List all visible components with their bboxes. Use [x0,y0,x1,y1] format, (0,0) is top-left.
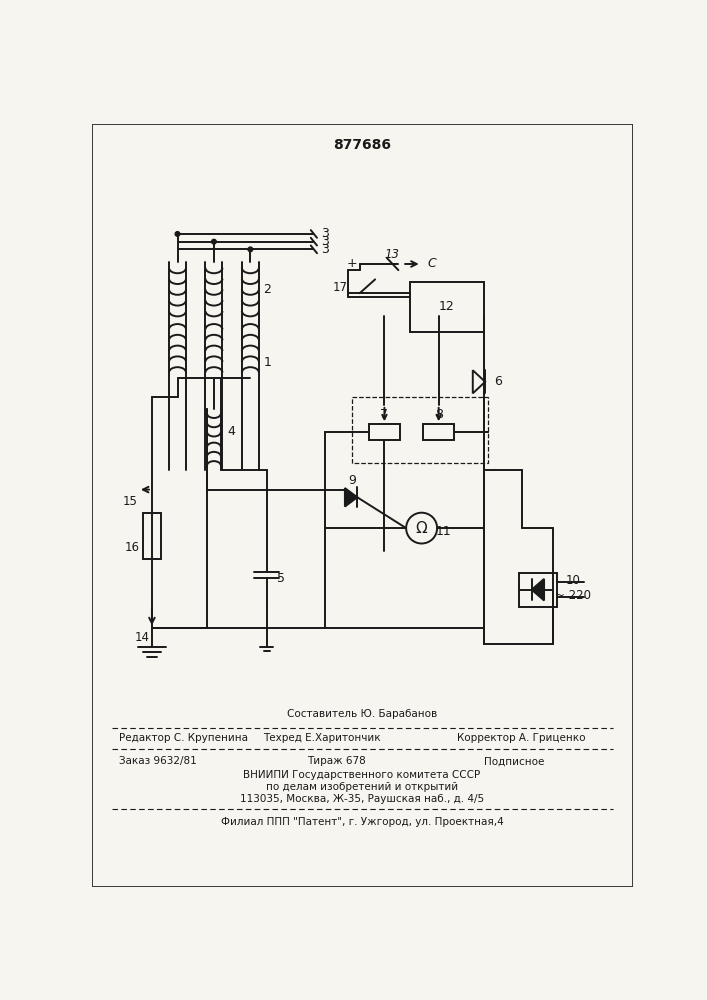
Polygon shape [345,488,357,507]
Text: 13: 13 [385,248,399,261]
Text: Ω: Ω [416,521,428,536]
Text: 3: 3 [321,227,329,240]
Text: 15: 15 [123,495,138,508]
Text: Корректор А. Гриценко: Корректор А. Гриценко [457,733,585,743]
Circle shape [175,232,180,236]
Text: 7: 7 [380,408,388,421]
Text: 5: 5 [276,572,285,585]
Circle shape [211,239,216,244]
Text: 4: 4 [227,425,235,438]
Text: Составитель Ю. Барабанов: Составитель Ю. Барабанов [287,709,437,719]
Text: 16: 16 [124,541,139,554]
Text: Редактор С. Крупенина: Редактор С. Крупенина [119,733,248,743]
Text: 113035, Москва, Ж-35, Раушская наб., д. 4/5: 113035, Москва, Ж-35, Раушская наб., д. … [240,794,484,804]
Text: C: C [427,257,436,270]
Text: 17: 17 [333,281,348,294]
Circle shape [248,247,252,252]
Text: 9: 9 [348,474,356,487]
Bar [518,573,557,607]
Text: 11: 11 [436,525,451,538]
Text: Заказ 9632/81: Заказ 9632/81 [119,756,197,766]
Text: 14: 14 [135,631,150,644]
Polygon shape [532,579,544,600]
Text: 12: 12 [438,300,455,313]
Bar [352,397,488,463]
Bar [369,424,400,440]
Text: ~ 220: ~ 220 [555,589,591,602]
Circle shape [406,513,437,544]
Text: по делам изобретений и открытий: по делам изобретений и открытий [266,782,458,792]
Text: 3: 3 [321,243,329,256]
Text: Техред Е.Харитончик: Техред Е.Харитончик [263,733,380,743]
Text: Филиал ППП "Патент", г. Ужгород, ул. Проектная,4: Филиал ППП "Патент", г. Ужгород, ул. Про… [221,817,503,827]
Text: 1: 1 [264,356,271,369]
Text: Подписное: Подписное [484,756,544,766]
Bar [410,282,484,332]
Bar [423,424,454,440]
Polygon shape [473,370,485,393]
Text: 3: 3 [321,235,329,248]
Text: +: + [346,257,357,270]
Text: 877686: 877686 [333,138,391,152]
Text: Тираж 678: Тираж 678 [307,756,366,766]
Text: 8: 8 [435,408,443,421]
Text: ВНИИПИ Государственного комитета СССР: ВНИИПИ Государственного комитета СССР [243,770,481,780]
Text: 2: 2 [264,283,271,296]
Bar [143,513,161,559]
Text: 6: 6 [493,375,501,388]
Text: 10: 10 [566,574,580,587]
